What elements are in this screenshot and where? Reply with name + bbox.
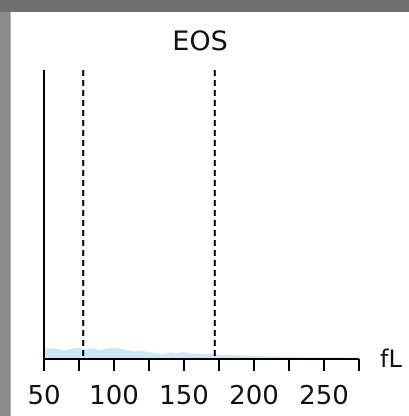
x-tick-label-250: 250 [299, 381, 349, 411]
x-tick-label-50: 50 [27, 381, 60, 411]
x-tick-label-100: 100 [89, 381, 139, 411]
chart-title: EOS [172, 26, 227, 57]
chart-marks: 50 100 150 200 250 [27, 70, 360, 411]
x-tick-label-150: 150 [159, 381, 209, 411]
x-axis-unit-label: fL [380, 345, 402, 373]
title-bar [0, 0, 409, 12]
histogram-area-0 [44, 347, 359, 359]
x-tick-label-200: 200 [229, 381, 279, 411]
